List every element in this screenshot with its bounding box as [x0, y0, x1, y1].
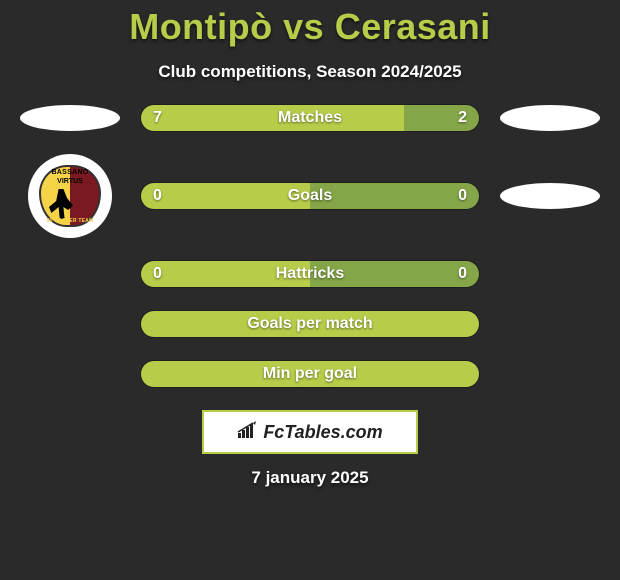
page-date: 7 january 2025 — [0, 468, 620, 488]
stat-bar: 0 Hattricks 0 — [140, 260, 480, 288]
bar-value-right: 0 — [458, 261, 467, 287]
page-subtitle: Club competitions, Season 2024/2025 — [0, 62, 620, 82]
page-title: Montipò vs Cerasani — [0, 0, 620, 48]
club-crest-icon: BASSANO VIRTUS 55 SOCCER TEAM — [28, 154, 112, 238]
bar-goals: 0 Goals 0 — [140, 182, 480, 210]
bar-gpm: Goals per match — [140, 310, 480, 338]
stat-row-goals: BASSANO VIRTUS 55 SOCCER TEAM 0 Goals 0 — [0, 154, 620, 238]
bar-label: Goals per match — [141, 311, 479, 337]
brand-badge[interactable]: FcTables.com — [202, 410, 418, 454]
player-badge-right-ellipse — [500, 105, 600, 131]
crest-text-top: BASSANO — [41, 169, 99, 176]
stat-bar: 7 Matches 2 — [140, 104, 480, 132]
bar-label: Goals — [141, 183, 479, 209]
stat-row-hattricks: 0 Hattricks 0 — [0, 260, 620, 288]
stat-bar: Min per goal — [140, 360, 480, 388]
bar-value-right: 2 — [458, 105, 467, 131]
ellipse-icon — [500, 183, 600, 209]
bar-value-right: 0 — [458, 183, 467, 209]
bar-matches: 7 Matches 2 — [140, 104, 480, 132]
stat-bar: 0 Goals 0 — [140, 182, 480, 210]
stat-row-mpg: Min per goal — [0, 360, 620, 388]
bar-label: Hattricks — [141, 261, 479, 287]
bar-mpg: Min per goal — [140, 360, 480, 388]
player-silhouette-icon — [49, 189, 73, 219]
ellipse-icon — [20, 105, 120, 131]
stat-bar: Goals per match — [140, 310, 480, 338]
crest-text-mid: VIRTUS — [41, 178, 99, 185]
bar-label: Matches — [141, 105, 479, 131]
bar-hattricks: 0 Hattricks 0 — [140, 260, 480, 288]
ellipse-icon — [500, 105, 600, 131]
crest-text-bottom: 55 SOCCER TEAM — [41, 218, 99, 224]
bar-label: Min per goal — [141, 361, 479, 387]
shield-icon: BASSANO VIRTUS 55 SOCCER TEAM — [39, 165, 101, 227]
brand-label: FcTables.com — [263, 422, 382, 443]
stat-row-matches: 7 Matches 2 — [0, 104, 620, 132]
club-badge-left: BASSANO VIRTUS 55 SOCCER TEAM — [20, 154, 120, 238]
chart-icon — [237, 421, 257, 444]
player-badge-left-ellipse — [20, 105, 120, 131]
stat-row-gpm: Goals per match — [0, 310, 620, 338]
player-badge-right-ellipse-2 — [500, 183, 600, 209]
